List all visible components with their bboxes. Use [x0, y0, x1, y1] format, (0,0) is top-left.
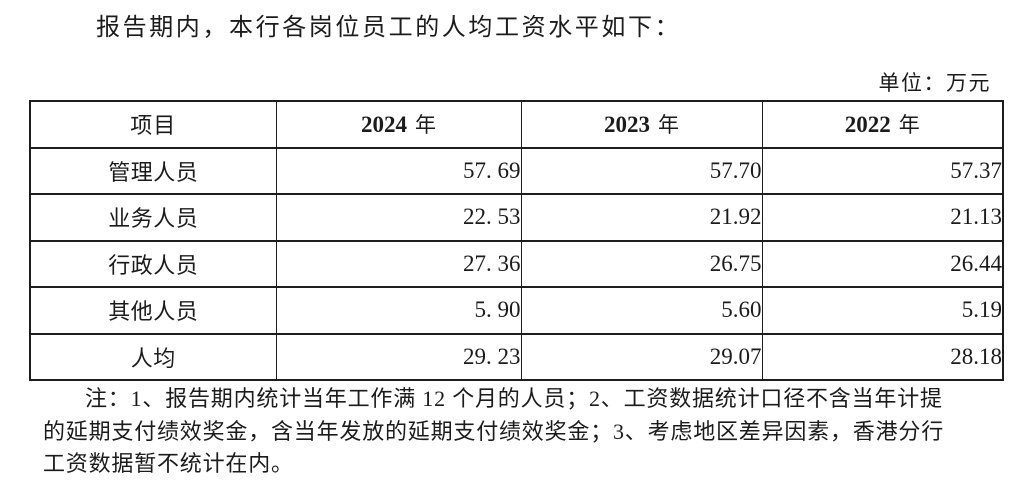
value-2022: 26.44 [761, 239, 1004, 288]
row-label: 业务人员 [29, 193, 277, 242]
row-label: 人均 [29, 332, 277, 381]
table-row: 管理人员 57. 69 57.70 57.37 [29, 146, 1004, 195]
salary-table: 项目 2024 年 2023 年 2022 年 管理人员 57. 69 57.70 5… [29, 100, 1004, 381]
intro-paragraph: 报告期内，本行各岗位员工的人均工资水平如下： [96, 15, 682, 41]
row-label: 其他人员 [29, 286, 277, 335]
table-row: 人均 29. 23 29.07 28.18 [29, 332, 1004, 381]
value-2022: 21.13 [761, 193, 1004, 242]
value-2023: 21.92 [520, 193, 763, 242]
value-2024: 22. 53 [275, 193, 522, 242]
year-number: 2023 [604, 112, 650, 138]
value-2022: 28.18 [761, 332, 1004, 381]
value-2022: 57.37 [761, 146, 1004, 195]
header-year-2024: 2024 年 [275, 100, 522, 149]
year-number: 2022 [844, 112, 891, 138]
footnote-line: 工资数据暂不统计在内。 [43, 451, 294, 476]
value-2023: 5.60 [520, 286, 763, 335]
year-suffix: 年 [658, 113, 679, 138]
table-row: 业务人员 22. 53 21.92 21.13 [29, 193, 1004, 242]
footnote-line: 的延期支付绩效奖金，含当年发放的延期支付绩效奖金；3、考虑地区差异因素，香港分行 [43, 418, 945, 444]
row-label: 管理人员 [29, 146, 277, 195]
year-suffix: 年 [415, 113, 436, 138]
year-number: 2024 [361, 112, 407, 138]
value-2024: 27. 36 [275, 239, 522, 288]
table-header-row: 项目 2024 年 2023 年 2022 年 [29, 100, 1004, 149]
header-project: 项目 [29, 100, 277, 149]
value-2023: 57.70 [520, 146, 763, 195]
value-2022: 5.19 [761, 286, 1004, 335]
footnote: 注：1、报告期内统计当年工作满 12 个月的人员；2、工资数据统计口径不含当年计… [43, 383, 995, 481]
header-year-2022: 2022 年 [761, 100, 1004, 149]
header-year-2023: 2023 年 [520, 100, 763, 149]
value-2024: 5. 90 [275, 286, 522, 335]
table-row: 行政人员 27. 36 26.75 26.44 [29, 239, 1004, 288]
footnote-line: 注：1、报告期内统计当年工作满 12 个月的人员；2、工资数据统计口径不含当年计… [85, 386, 943, 411]
year-suffix: 年 [898, 113, 920, 138]
value-2023: 29.07 [520, 332, 763, 381]
unit-label: 单位：万元 [878, 71, 991, 95]
value-2024: 29. 23 [275, 332, 522, 381]
row-label: 行政人员 [29, 239, 277, 288]
value-2023: 26.75 [520, 239, 763, 288]
value-2024: 57. 69 [275, 146, 522, 195]
table-row: 其他人员 5. 90 5.60 5.19 [29, 286, 1004, 335]
